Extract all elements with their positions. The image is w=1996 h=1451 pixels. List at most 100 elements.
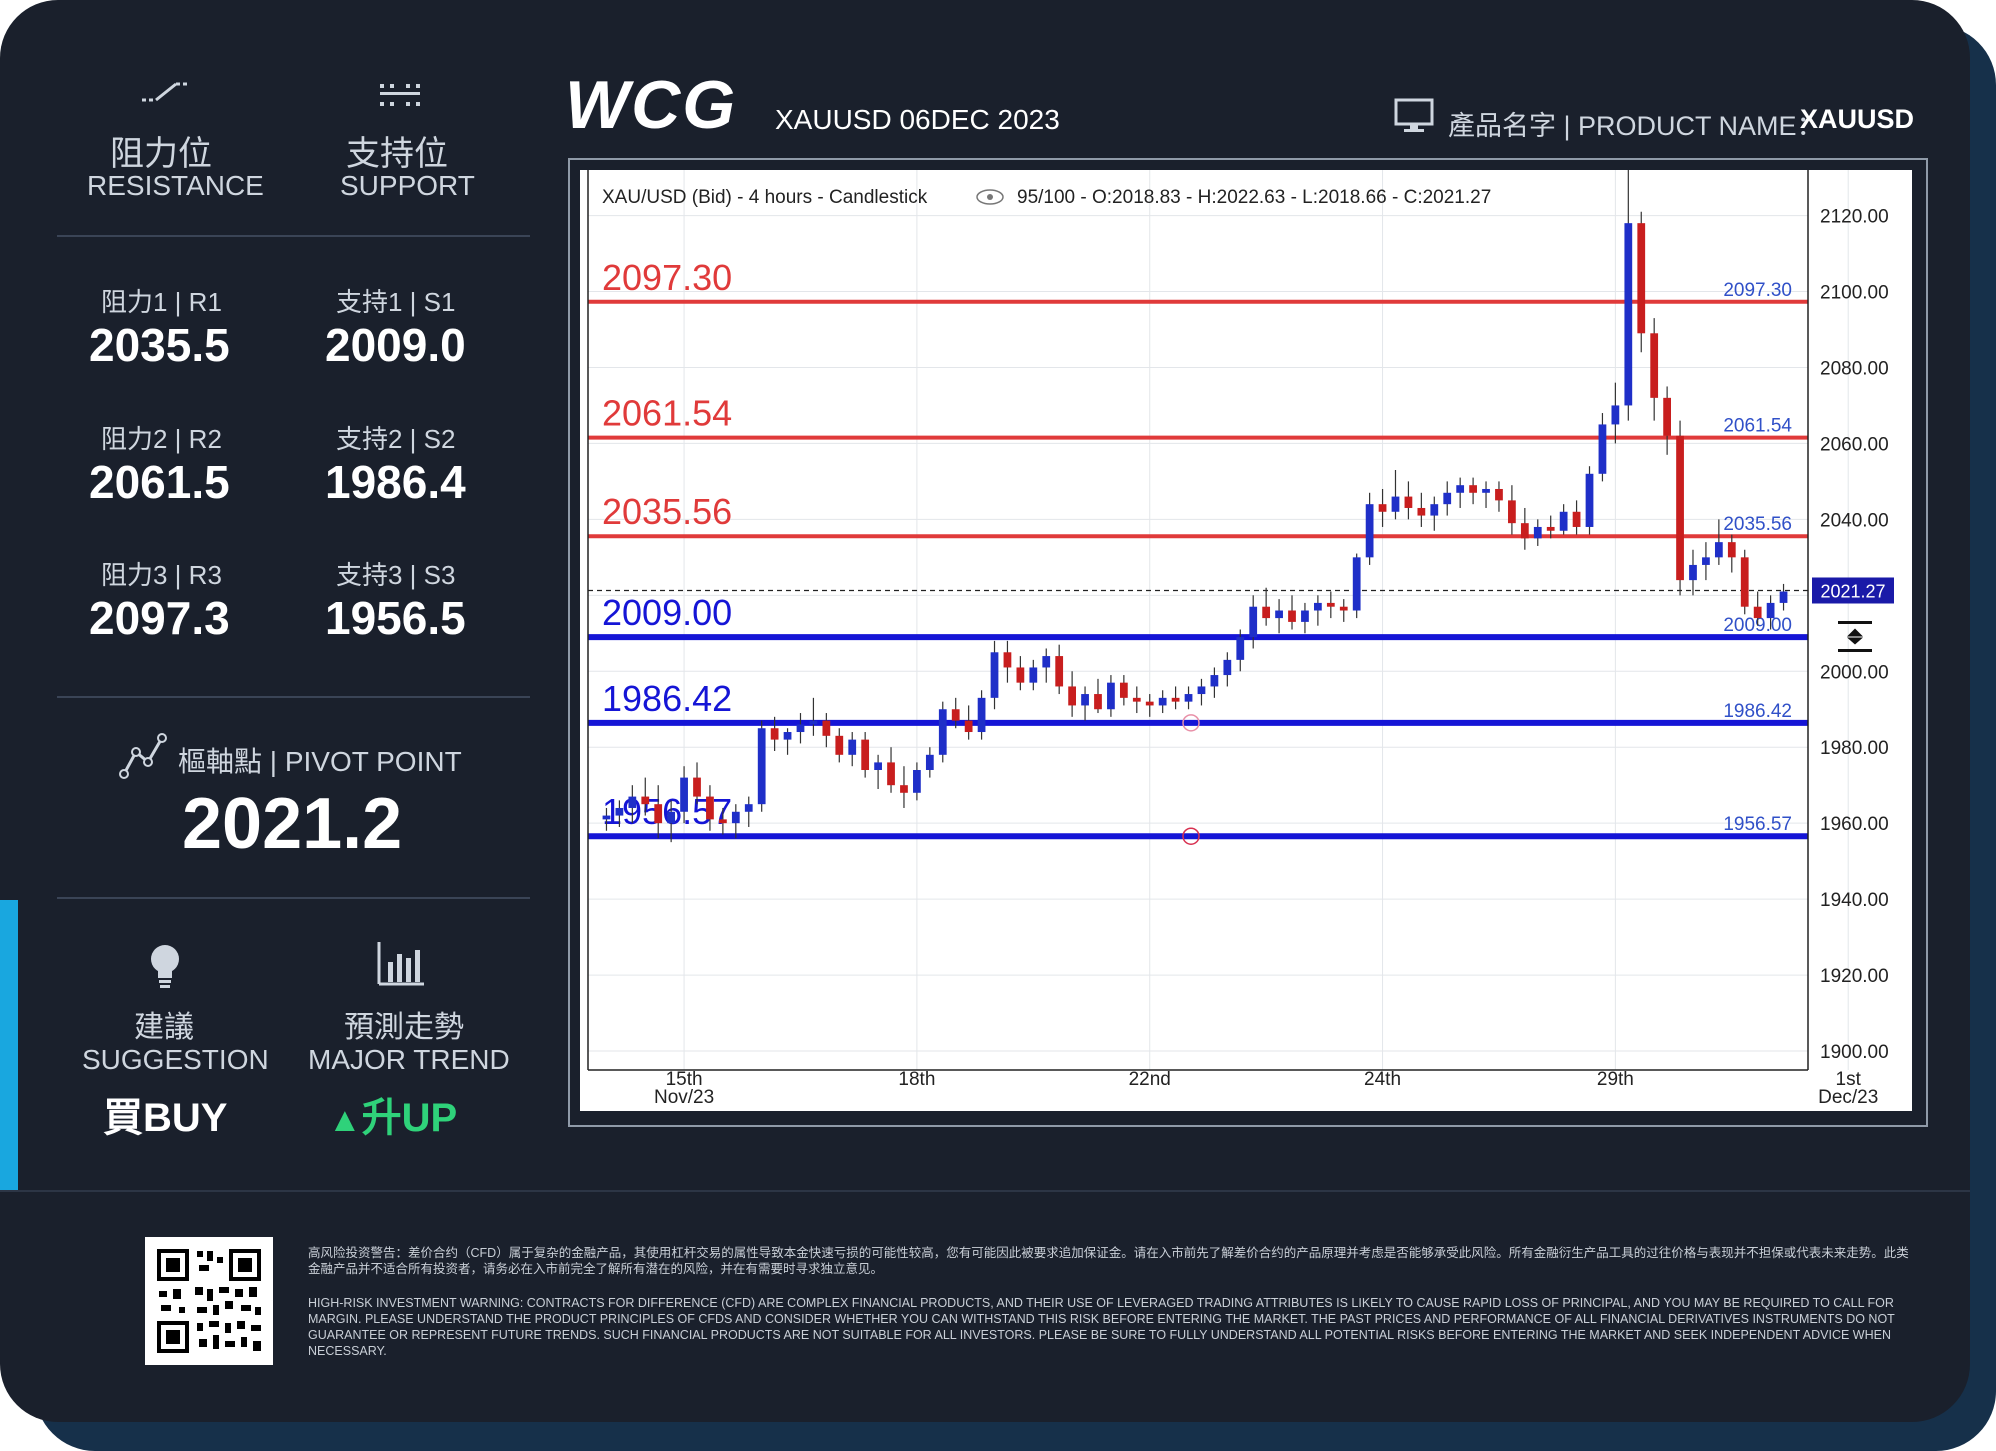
report-subtitle: XAUUSD 06DEC 2023: [775, 104, 1060, 135]
level-marker: [1182, 714, 1200, 732]
candle-body: [1637, 223, 1646, 334]
suggestion-value: 買BUY: [103, 1096, 228, 1140]
s1-label: 支持1 | S1: [336, 287, 456, 317]
trend-value: ▲升UP: [328, 1085, 457, 1143]
candle-body: [1663, 397, 1671, 436]
candle-body: [1107, 682, 1115, 710]
x-tick-label: 24th: [1364, 1069, 1401, 1090]
y-tick-label: 1920.00: [1820, 966, 1889, 987]
support-title-cn: 支持位: [346, 135, 448, 173]
level-tag: 2061.54: [1723, 416, 1792, 437]
r1-label: 阻力1 | R1: [101, 287, 222, 317]
disclaimer-cn: 高风险投资警告：差价合约（CFD）属于复杂的金融产品，其使用杠杆交易的属性导致本…: [308, 1246, 1909, 1276]
level-tag: 1986.42: [1723, 701, 1792, 722]
chart-title: XAU/USD (Bid) - 4 hours - Candlestick: [602, 187, 928, 208]
candle-body: [680, 777, 688, 812]
y-tick-label: 2000.00: [1820, 662, 1889, 683]
candle-body: [1132, 697, 1141, 702]
candle-body: [1029, 667, 1038, 683]
pivot-label: 樞軸點 | PIVOT POINT: [178, 746, 462, 777]
divider-bottom: [57, 897, 530, 899]
x-tick-label: 22nd: [1129, 1069, 1171, 1090]
candle-body: [1249, 606, 1258, 638]
candle-body: [757, 728, 766, 805]
candle-body: [667, 811, 676, 824]
candle-body: [1055, 656, 1064, 687]
candle-body: [1145, 701, 1154, 706]
candle-body: [1572, 511, 1581, 527]
candle-body: [1585, 473, 1594, 527]
candle-body: [1753, 606, 1762, 619]
trend-title-cn: 預測走勢: [344, 1011, 464, 1044]
candle-body: [990, 652, 999, 698]
candle-body: [1430, 504, 1439, 516]
eye-icon: [976, 189, 1004, 205]
candle-body: [1520, 523, 1529, 539]
s2-label: 支持2 | S2: [336, 424, 456, 454]
candle-body: [1702, 557, 1710, 565]
x-tick-label: 29th: [1597, 1069, 1634, 1090]
candle-body: [1714, 542, 1723, 558]
candle-body: [874, 762, 882, 770]
accent-bar: [0, 900, 18, 1190]
candle-body: [809, 720, 818, 725]
level-tag: 1956.57: [1723, 814, 1792, 835]
current-price-tag: [1812, 577, 1894, 604]
candle-body: [783, 732, 792, 740]
candle-body: [1119, 682, 1128, 698]
candle-body: [1689, 564, 1697, 581]
x-tick-sublabel: Dec/23: [1818, 1087, 1878, 1108]
candle-body: [925, 754, 934, 770]
scroll-to-price-icon: [1838, 620, 1872, 652]
candle-body: [1197, 686, 1206, 695]
candle-body: [731, 811, 740, 824]
candle-body: [1650, 333, 1659, 398]
divider-middle: [57, 696, 530, 698]
candle-body: [848, 739, 857, 755]
candle-body: [1676, 435, 1684, 581]
candle-body: [1508, 500, 1516, 524]
level-marker: [1182, 827, 1200, 845]
current-price-label: 2021.27: [1820, 581, 1885, 601]
candle-body: [628, 796, 637, 808]
chart-header-stats: 95/100 - O:2018.83 - H:2022.63 - L:2018.…: [1017, 187, 1491, 208]
pivot-value: 2021.2: [182, 784, 403, 864]
candle-body: [1339, 606, 1348, 611]
level-tag: 2097.30: [1723, 280, 1792, 301]
candle-body: [1779, 591, 1788, 603]
candle-body: [951, 709, 960, 721]
candle-body: [615, 807, 624, 816]
candle-body: [1094, 694, 1102, 710]
candle-body: [706, 796, 714, 820]
y-tick-label: 2080.00: [1820, 358, 1889, 379]
candle-body: [1391, 496, 1400, 512]
candle-body: [1624, 223, 1633, 406]
resistance-title-cn: 阻力位: [110, 135, 212, 173]
y-tick-label: 1960.00: [1820, 814, 1889, 835]
candle-body: [1495, 488, 1503, 501]
candle-body: [770, 728, 779, 740]
qr-code: [145, 1237, 273, 1365]
trend-arrow-icon: ▲: [328, 1101, 362, 1139]
candle-body: [1210, 675, 1219, 687]
bar-chart-icon: [376, 940, 426, 993]
suggestion-title-en: SUGGESTION: [82, 1044, 269, 1075]
r3-label: 阻力3 | R3: [101, 560, 222, 590]
trend-title-en: MAJOR TREND: [308, 1044, 510, 1075]
candle-body: [641, 796, 650, 805]
candle-body: [1042, 656, 1051, 668]
candle-body: [822, 720, 831, 736]
level-label: 2097.30: [602, 257, 732, 298]
r2-value: 2061.5: [89, 456, 230, 508]
support-icon: [376, 78, 426, 117]
candle-body: [1352, 557, 1361, 611]
resistance-icon: [140, 78, 190, 113]
candle-body: [1598, 424, 1607, 474]
divider-top: [57, 235, 530, 237]
candle-body: [1378, 504, 1387, 512]
y-tick-label: 1940.00: [1820, 890, 1889, 911]
level-label: 2061.54: [602, 393, 732, 434]
candle-body: [1546, 526, 1555, 531]
candle-body: [964, 720, 973, 733]
candle-body: [1301, 610, 1309, 622]
